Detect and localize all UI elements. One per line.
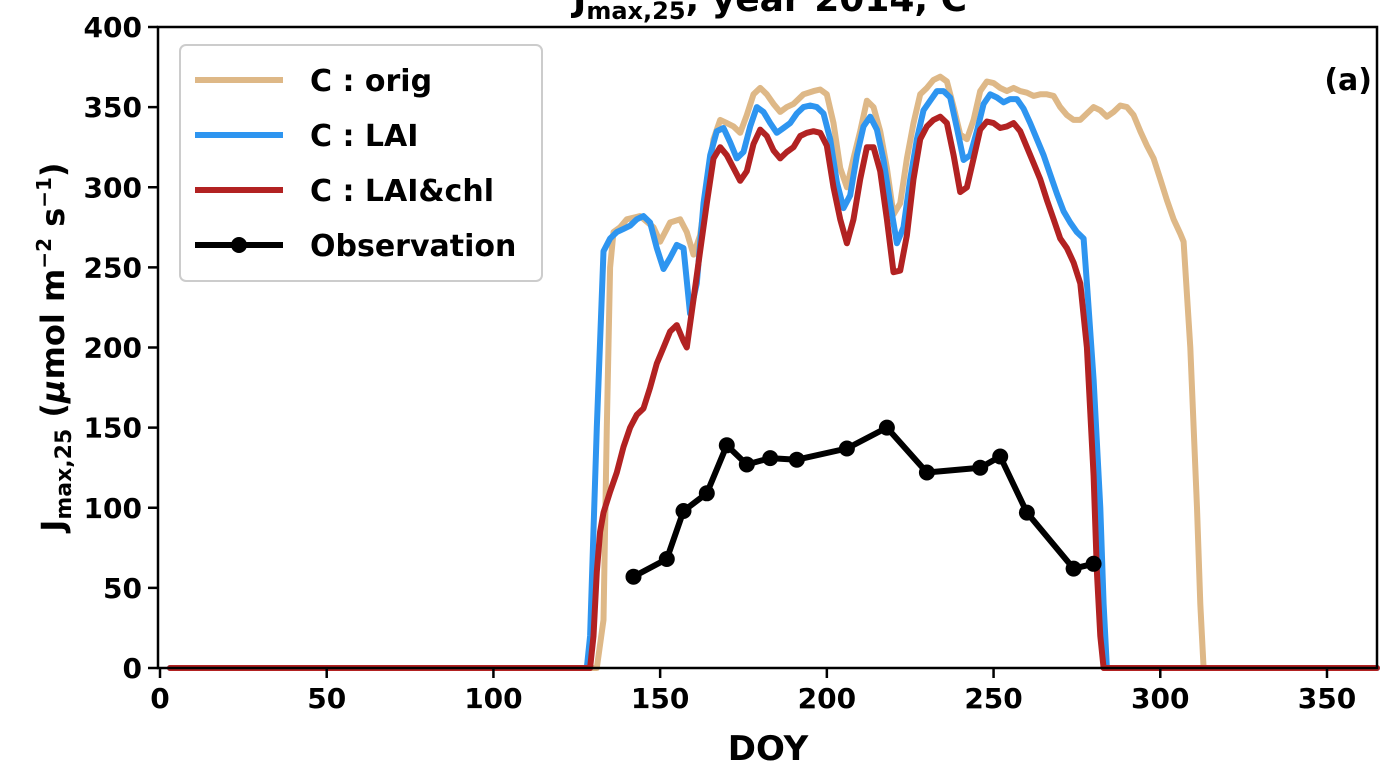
observation-point-10 [918, 464, 935, 481]
legend-marker-3 [231, 237, 247, 253]
observation-point-4 [718, 437, 735, 454]
legend-box [179, 44, 543, 282]
observation-point-5 [738, 456, 755, 473]
observation-point-3 [698, 485, 715, 502]
y-axis-label: Jmax,25 (μmol m−2 s−1) [32, 162, 77, 533]
ylabel-close: ) [34, 162, 72, 177]
observation-point-12 [992, 448, 1009, 465]
y-tick-label-5: 250 [84, 251, 142, 284]
tick-layer: 0 50 100 150 200 250 300 350 0 50 100 150 200 250 300 3… [84, 11, 1357, 715]
series-line-1 [167, 88, 1380, 671]
chart-title: Jmax,25, year 2014, C [570, 0, 967, 25]
ylabel-subscript: max,25 [52, 429, 77, 520]
observation-point-14 [1065, 560, 1082, 577]
ylabel-open: ( [34, 403, 72, 429]
ylabel-main: J [34, 520, 72, 534]
ylabel-mol: mol m [34, 269, 72, 380]
x-tick-label-1: 50 [307, 682, 346, 715]
series-line-0 [167, 73, 1380, 671]
legend: C : orig C : LAI C : LAI&chl Observation [179, 44, 543, 282]
y-tick-label-8: 400 [84, 11, 142, 44]
observation-point-8 [838, 440, 855, 457]
observation-point-7 [788, 451, 805, 468]
x-tick-label-0: 0 [150, 682, 169, 715]
observation-point-9 [878, 419, 895, 436]
panel-label: (a) [1324, 63, 1372, 98]
x-axis-label: DOY [728, 729, 809, 766]
y-tick-label-6: 300 [84, 171, 142, 204]
x-tick-label-4: 200 [798, 682, 856, 715]
series-line-2 [167, 113, 1380, 671]
x-tick-label-3: 150 [631, 682, 689, 715]
series-layer [167, 73, 1380, 671]
legend-label-1: C : LAI [310, 119, 418, 154]
observation-point-11 [972, 459, 989, 476]
legend-label-2: C : LAI&chl [310, 174, 494, 209]
y-tick-label-4: 200 [84, 332, 142, 365]
ylabel-exp1: −2 [32, 238, 56, 269]
legend-label-3: Observation [310, 229, 516, 264]
observation-point-13 [1018, 504, 1035, 521]
y-tick-label-0: 0 [123, 652, 142, 685]
title-rest: , year 2014, C [686, 0, 968, 20]
observation-point-15 [1085, 555, 1102, 572]
y-tick-label-7: 350 [84, 91, 142, 124]
observation-point-1 [658, 551, 675, 567]
ylabel-mu: μ [34, 379, 72, 404]
x-tick-label-5: 250 [964, 682, 1022, 715]
ylabel-exp2: −1 [32, 177, 56, 208]
title-main: J [570, 0, 586, 20]
y-tick-label-3: 150 [84, 412, 142, 445]
x-tick-label-7: 350 [1298, 682, 1356, 715]
y-tick-label-2: 100 [84, 492, 142, 525]
x-tick-label-6: 300 [1131, 682, 1189, 715]
legend-label-0: C : orig [310, 64, 432, 99]
ylabel-s: s [34, 208, 72, 238]
x-tick-label-2: 100 [464, 682, 522, 715]
series-line-3 [630, 424, 1097, 580]
observation-point-2 [675, 503, 692, 519]
title-subscript: max,25 [586, 0, 685, 25]
observation-point-6 [762, 450, 779, 467]
observation-point-0 [625, 568, 642, 585]
y-tick-label-1: 50 [103, 572, 142, 605]
